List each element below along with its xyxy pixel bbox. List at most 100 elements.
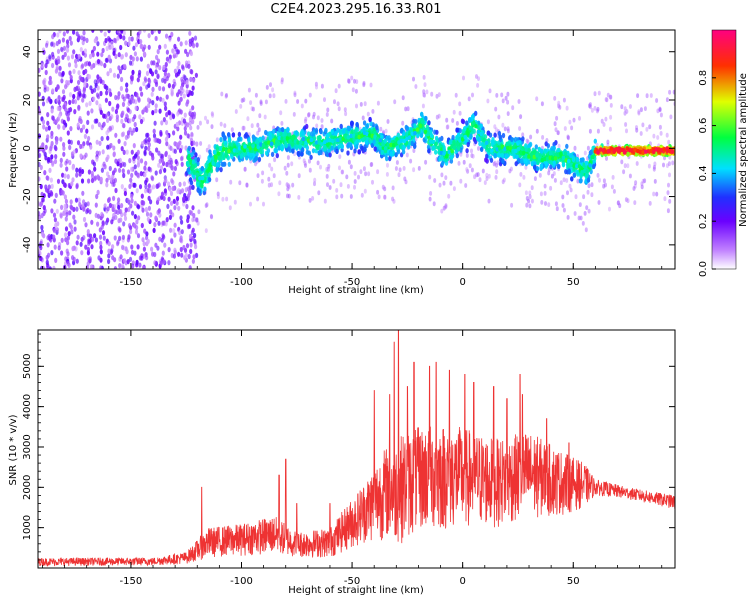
heatmap-cell <box>351 87 355 93</box>
heatmap-cell <box>158 236 162 242</box>
heatmap-cell <box>63 208 67 214</box>
heatmap-cell <box>139 118 144 125</box>
heatmap-cell <box>175 196 180 202</box>
heatmap-cell <box>188 233 193 239</box>
heatmap-cell <box>177 36 181 42</box>
heatmap-cell <box>229 179 233 185</box>
heatmap-cell <box>54 257 58 263</box>
heatmap-cell <box>248 141 252 147</box>
heatmap-cell <box>333 138 338 143</box>
heatmap-cell <box>136 77 140 83</box>
heatmap-cell <box>274 143 278 149</box>
heatmap-cell <box>127 41 131 47</box>
heatmap-cell <box>414 118 418 125</box>
heatmap-cell <box>137 215 141 221</box>
heatmap-cell <box>109 142 113 149</box>
heatmap-cell <box>297 173 301 179</box>
heatmap-cell <box>191 184 195 190</box>
heatmap-cell <box>123 258 127 264</box>
heatmap-cell <box>148 188 152 194</box>
heatmap-cell <box>405 125 409 131</box>
heatmap-cell <box>193 35 198 41</box>
heatmap-cell <box>573 145 577 151</box>
heatmap-cell <box>46 120 50 126</box>
colorbar-tick-label: 0.2 <box>698 213 709 229</box>
heatmap-cell <box>96 85 100 91</box>
heatmap-cell <box>458 110 462 116</box>
heatmap-cell <box>423 129 428 135</box>
heatmap-cell <box>39 164 43 171</box>
heatmap-cell <box>133 153 138 159</box>
heatmap-cell <box>113 235 117 241</box>
heatmap-cell <box>470 153 474 159</box>
heatmap-cell <box>652 164 656 170</box>
heatmap-cell <box>62 124 66 131</box>
heatmap-cell <box>636 93 640 98</box>
heatmap-cell <box>128 109 132 115</box>
heatmap-cell <box>120 30 124 34</box>
heatmap-cell <box>139 56 143 62</box>
heatmap-cell <box>347 78 350 84</box>
heatmap-cell <box>273 157 277 163</box>
heatmap-cell <box>44 69 48 76</box>
heatmap-cell <box>162 195 166 202</box>
heatmap-cell <box>74 58 78 64</box>
heatmap-cell <box>497 152 501 158</box>
heatmap-cell <box>487 198 491 204</box>
heatmap-cell <box>108 44 112 50</box>
heatmap-cell <box>63 194 67 200</box>
heatmap-cell <box>556 148 560 154</box>
heatmap-cell <box>668 172 671 178</box>
heatmap-cell <box>70 54 75 60</box>
heatmap-cell <box>154 69 158 75</box>
heatmap-cell <box>114 132 118 138</box>
heatmap-cell <box>511 105 515 111</box>
heatmap-cell <box>588 163 592 168</box>
heatmap-cell <box>195 252 199 258</box>
heatmap-cell <box>177 187 181 194</box>
heatmap-cell <box>366 111 370 117</box>
heatmap-cell <box>412 148 416 154</box>
heatmap-cell <box>116 209 120 215</box>
heatmap-cell <box>353 179 357 184</box>
heatmap-cell <box>301 130 305 136</box>
heatmap-cell <box>241 125 245 131</box>
heatmap-cell <box>143 172 147 178</box>
heatmap-cell <box>101 220 105 226</box>
heatmap-cell <box>85 209 89 215</box>
heatmap-cell <box>341 169 345 175</box>
heatmap-cell <box>632 186 636 191</box>
heatmap-cell <box>325 174 329 179</box>
heatmap-cell <box>371 109 375 114</box>
heatmap-cell <box>505 153 510 159</box>
heatmap-cell <box>370 162 374 167</box>
heatmap-cell <box>556 152 560 157</box>
heatmap-cell <box>640 184 644 190</box>
heatmap-cell <box>330 129 334 135</box>
heatmap-cell <box>71 165 75 171</box>
heatmap-cell <box>391 196 395 202</box>
heatmap-cell <box>456 146 461 152</box>
heatmap-cell <box>410 140 414 146</box>
heatmap-cell <box>275 153 279 159</box>
heatmap-cell <box>465 153 469 158</box>
heatmap-cell <box>164 105 168 111</box>
heatmap-cell <box>493 152 497 159</box>
heatmap-cell <box>133 51 137 57</box>
heatmap-cell <box>136 173 141 179</box>
heatmap-cell <box>54 222 58 228</box>
heatmap-cell <box>91 52 95 58</box>
heatmap-cell <box>111 244 115 250</box>
heatmap-cell <box>671 160 675 166</box>
heatmap-cell <box>66 251 70 257</box>
heatmap-cell <box>496 160 500 166</box>
heatmap-cell <box>55 227 60 233</box>
heatmap-cell <box>139 39 143 45</box>
heatmap-cell <box>179 109 183 115</box>
heatmap-cell <box>247 87 251 93</box>
spectrogram-x-axis-label: Height of straight line (km) <box>288 285 424 296</box>
heatmap-cell <box>187 145 191 151</box>
heatmap-cell <box>123 211 127 217</box>
heatmap-cell <box>133 121 137 128</box>
heatmap-cell <box>71 246 75 252</box>
